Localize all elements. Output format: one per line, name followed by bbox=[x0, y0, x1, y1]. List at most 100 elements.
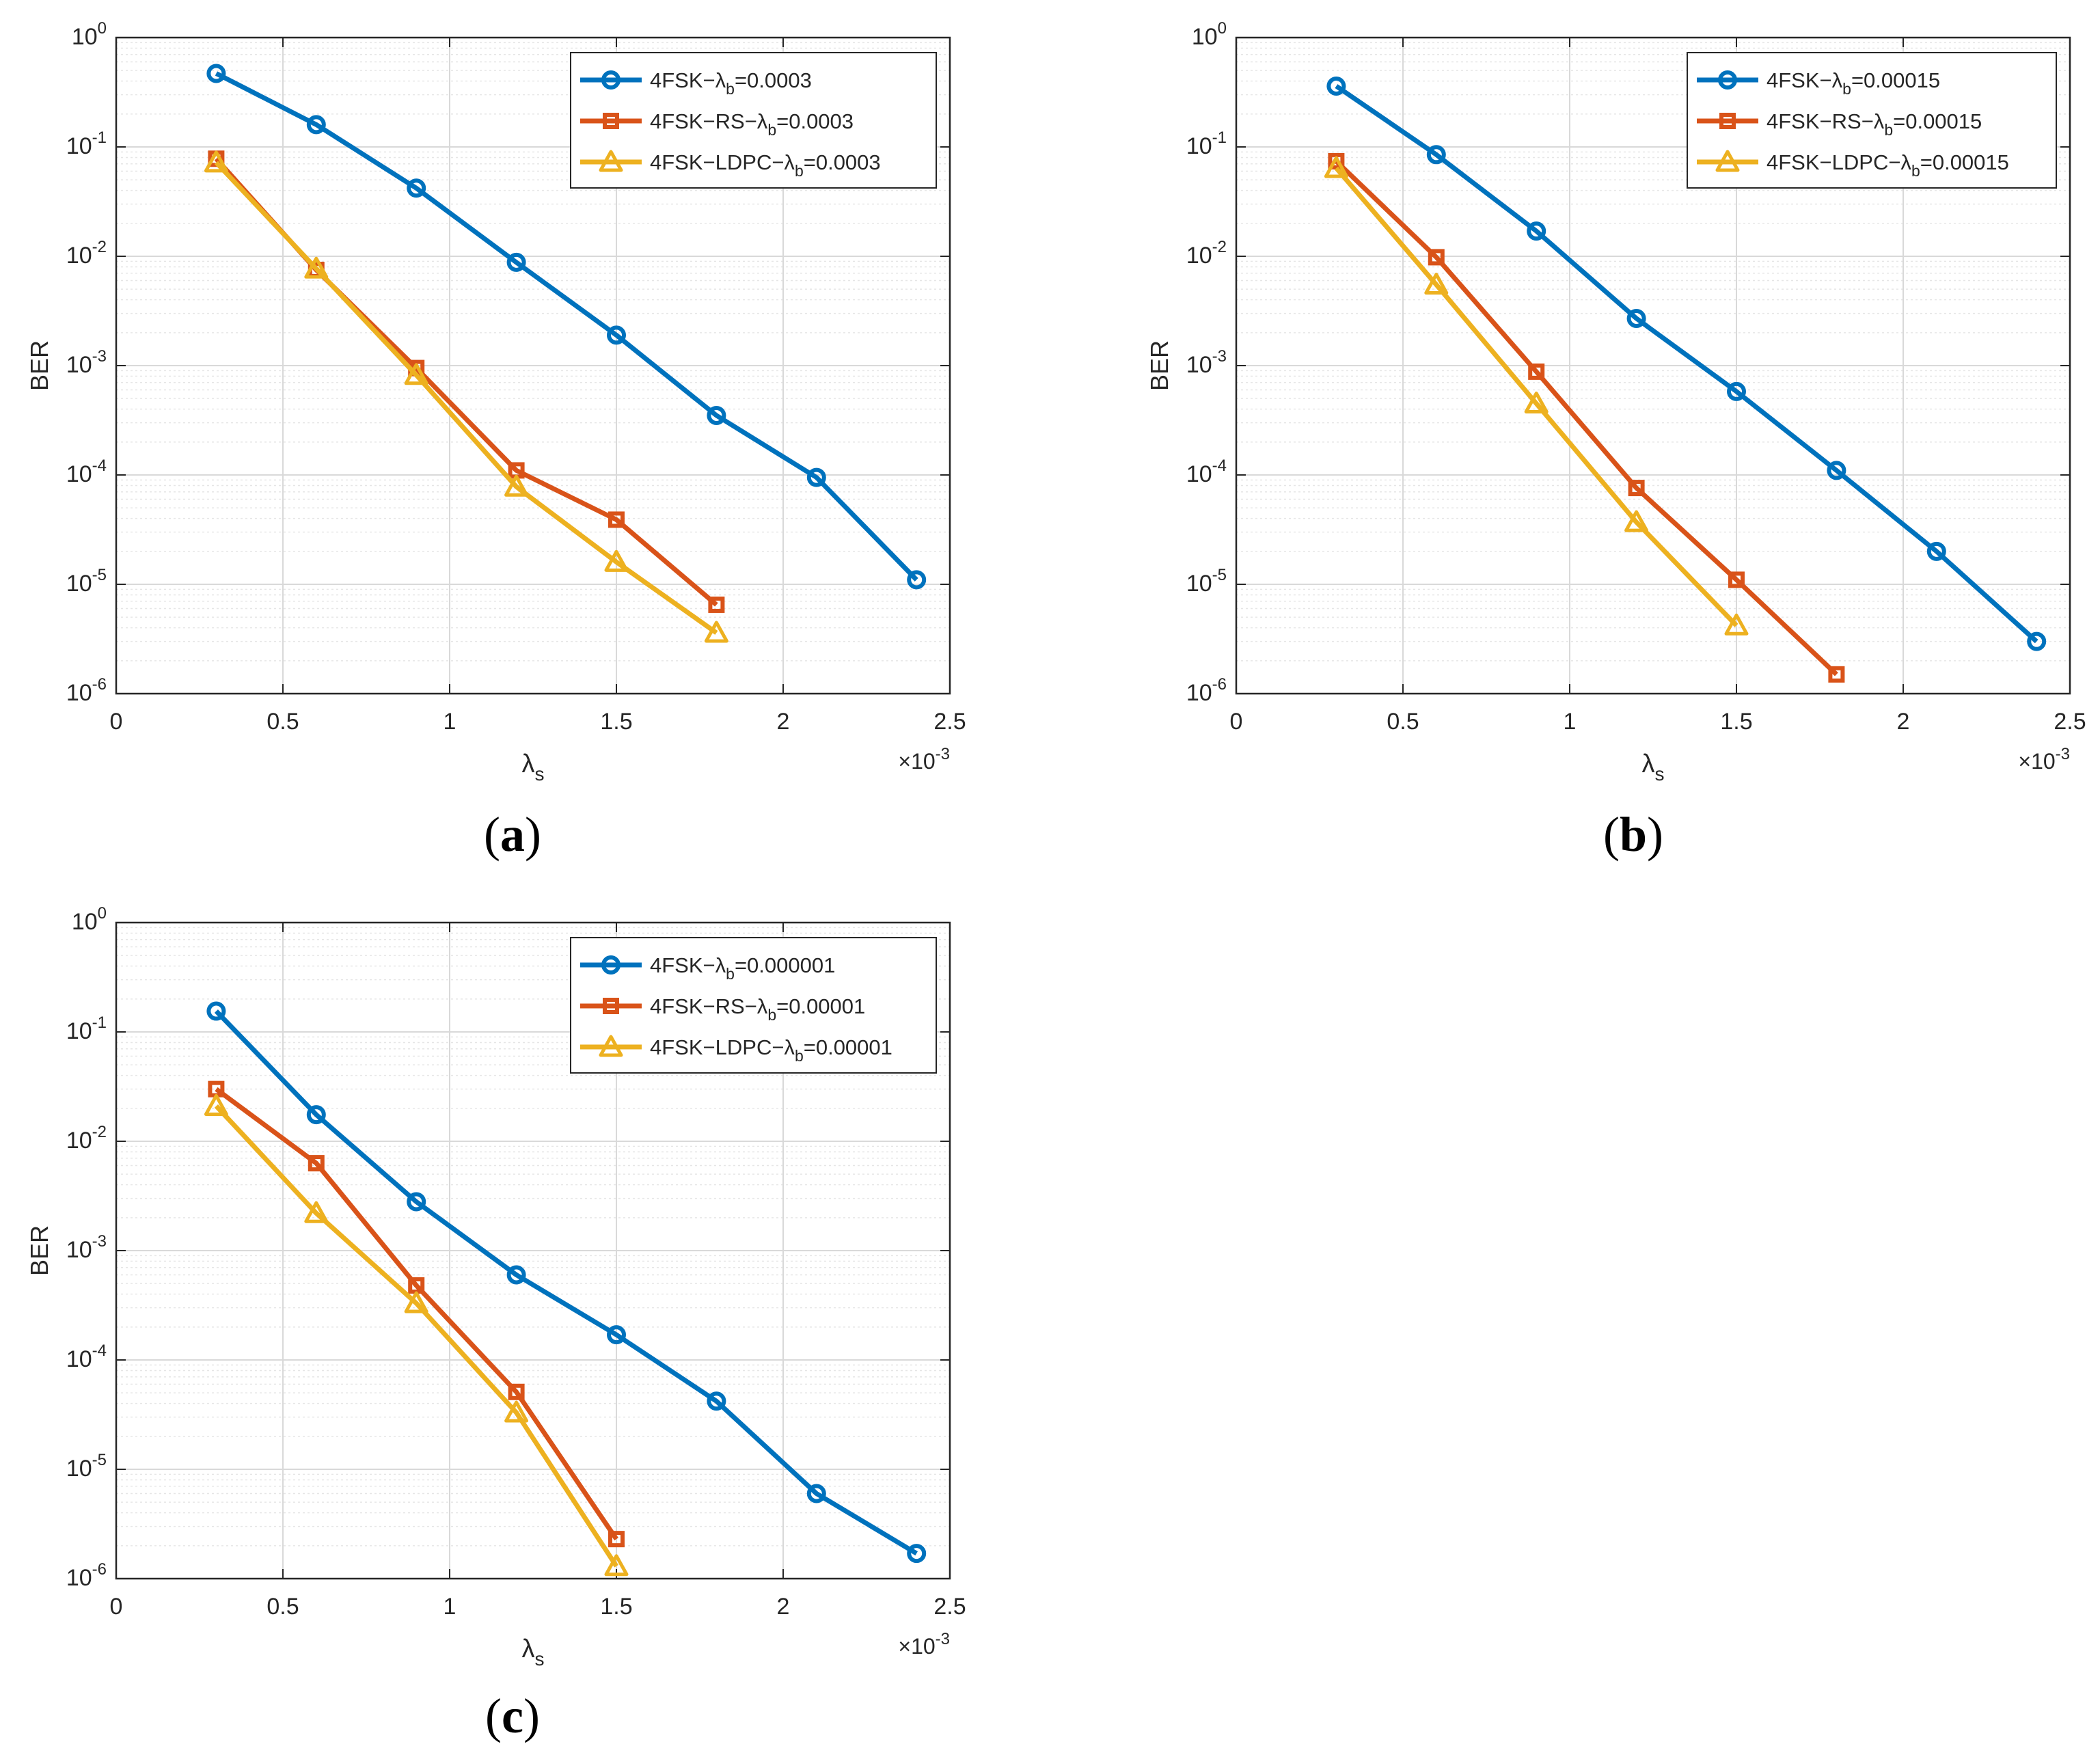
data-point bbox=[407, 178, 426, 198]
x-tick-label: 0.5 bbox=[1387, 709, 1419, 735]
x-axis-multiplier: ×10-3 bbox=[898, 745, 950, 774]
series-square bbox=[208, 1080, 625, 1548]
y-tick-label: 10-6 bbox=[66, 675, 107, 706]
y-tick-label: 100 bbox=[72, 904, 107, 935]
x-axis-multiplier: ×10-3 bbox=[2018, 745, 2070, 774]
data-point bbox=[1324, 156, 1348, 178]
series-line bbox=[214, 1104, 618, 1568]
chart-panel-a: 100 10-1 10-2 10-3 10-4 10-5 10-60 0.5 1 1.5 2 2.5 ×… bbox=[25, 19, 966, 785]
series-line bbox=[215, 1087, 618, 1541]
series-square bbox=[1328, 152, 1845, 683]
data-point bbox=[304, 1201, 329, 1223]
legend-entry: 4FSK−λb=0.000001 bbox=[650, 953, 835, 983]
y-axis-label: BER bbox=[25, 1225, 53, 1276]
x-tick-label: 0 bbox=[1230, 709, 1243, 735]
data-point bbox=[504, 1400, 529, 1423]
chart-panel-c: 100 10-1 10-2 10-3 10-4 10-5 10-60 0.5 1 1.5 2 2.5 ×… bbox=[25, 904, 966, 1670]
legend-marker bbox=[1719, 113, 1736, 129]
y-tick-label: 10-5 bbox=[66, 566, 107, 597]
series-circle bbox=[1326, 76, 2047, 651]
axes-box bbox=[115, 921, 951, 1580]
legend-entry: 4FSK−λb=0.00015 bbox=[1767, 68, 1940, 98]
data-point bbox=[604, 549, 629, 572]
y-tick-label: 10-3 bbox=[1186, 347, 1227, 378]
data-point bbox=[1827, 461, 1846, 480]
series-triangle bbox=[204, 150, 728, 643]
axes-box bbox=[1235, 36, 2071, 695]
data-point bbox=[306, 1105, 326, 1125]
axes-box bbox=[115, 36, 951, 695]
data-point bbox=[806, 1484, 826, 1503]
data-point bbox=[1424, 273, 1449, 295]
data-point bbox=[308, 1155, 325, 1172]
data-point bbox=[806, 467, 826, 487]
x-tick-label: 2 bbox=[1897, 709, 1910, 735]
x-axis-label: λs bbox=[522, 750, 545, 785]
data-point bbox=[1628, 480, 1645, 497]
x-tick-label: 1.5 bbox=[1720, 709, 1752, 735]
x-axis-label: λs bbox=[522, 1635, 545, 1670]
data-point bbox=[907, 570, 927, 590]
x-axis-label: λs bbox=[1642, 750, 1665, 785]
data-point bbox=[604, 1554, 629, 1577]
data-point bbox=[704, 621, 728, 643]
data-point bbox=[708, 596, 725, 613]
y-tick-label: 10-4 bbox=[1186, 457, 1227, 487]
data-point bbox=[206, 1001, 226, 1021]
data-point bbox=[506, 1265, 526, 1285]
x-tick-label: 0 bbox=[110, 1594, 123, 1620]
legend-marker bbox=[601, 955, 621, 975]
data-point bbox=[608, 1531, 625, 1548]
x-tick-label: 0.5 bbox=[267, 709, 299, 735]
legend-marker bbox=[599, 150, 623, 172]
y-axis-label: BER bbox=[1145, 340, 1173, 391]
series-triangle bbox=[1324, 156, 1749, 636]
data-point bbox=[1727, 381, 1746, 401]
data-point bbox=[1428, 249, 1445, 266]
x-tick-label: 2.5 bbox=[2054, 709, 2086, 735]
series-line bbox=[214, 1009, 918, 1556]
series-line bbox=[215, 71, 918, 582]
chart-panel-b: 100 10-1 10-2 10-3 10-4 10-5 10-60 0.5 1 1.5 2 2.5 ×… bbox=[1145, 19, 2086, 785]
panel-label-c: (c) bbox=[485, 1689, 540, 1743]
x-tick-label: 1 bbox=[444, 1594, 456, 1620]
data-point bbox=[306, 115, 326, 135]
data-point bbox=[1326, 76, 1346, 96]
series-line bbox=[1335, 84, 2038, 644]
data-point bbox=[707, 1391, 726, 1411]
y-tick-label: 10-3 bbox=[66, 347, 107, 378]
y-axis-label: BER bbox=[25, 340, 53, 391]
x-tick-label: 2 bbox=[777, 709, 790, 735]
data-point bbox=[608, 511, 625, 528]
data-point bbox=[206, 64, 226, 83]
y-tick-label: 10-2 bbox=[1186, 238, 1227, 269]
y-tick-label: 10-6 bbox=[1186, 675, 1227, 706]
y-tick-label: 10-1 bbox=[66, 128, 107, 159]
data-point bbox=[407, 1192, 426, 1212]
x-tick-label: 2 bbox=[777, 1594, 790, 1620]
panel-label-a: (a) bbox=[484, 807, 541, 862]
data-point bbox=[1524, 391, 1549, 413]
y-tick-label: 10-4 bbox=[66, 1341, 107, 1372]
legend-marker bbox=[1715, 150, 1740, 172]
legend-entry: 4FSK−RS−λb=0.00001 bbox=[650, 994, 865, 1024]
legend: 4FSK−λb=0.0003 4FSK−RS−λb=0.0003 4FSK−LDPC… bbox=[570, 52, 937, 189]
data-point bbox=[404, 1291, 428, 1313]
data-point bbox=[504, 474, 529, 497]
legend-marker bbox=[601, 70, 621, 90]
legend-entry: 4FSK−LDPC−λb=0.00001 bbox=[650, 1035, 892, 1065]
legend-entry: 4FSK−RS−λb=0.00015 bbox=[1767, 109, 1982, 139]
legend-entry: 4FSK−LDPC−λb=0.0003 bbox=[650, 150, 881, 180]
data-point bbox=[404, 363, 428, 385]
series-triangle bbox=[204, 1093, 629, 1577]
data-point bbox=[2027, 631, 2047, 651]
series-line bbox=[1334, 159, 1838, 677]
data-point bbox=[707, 405, 726, 425]
data-point bbox=[508, 1383, 525, 1400]
legend-marker bbox=[1718, 70, 1737, 90]
x-tick-label: 0 bbox=[110, 709, 123, 735]
data-point bbox=[1528, 363, 1545, 380]
y-tick-label: 10-5 bbox=[1186, 566, 1227, 597]
y-tick-label: 100 bbox=[1192, 19, 1227, 50]
